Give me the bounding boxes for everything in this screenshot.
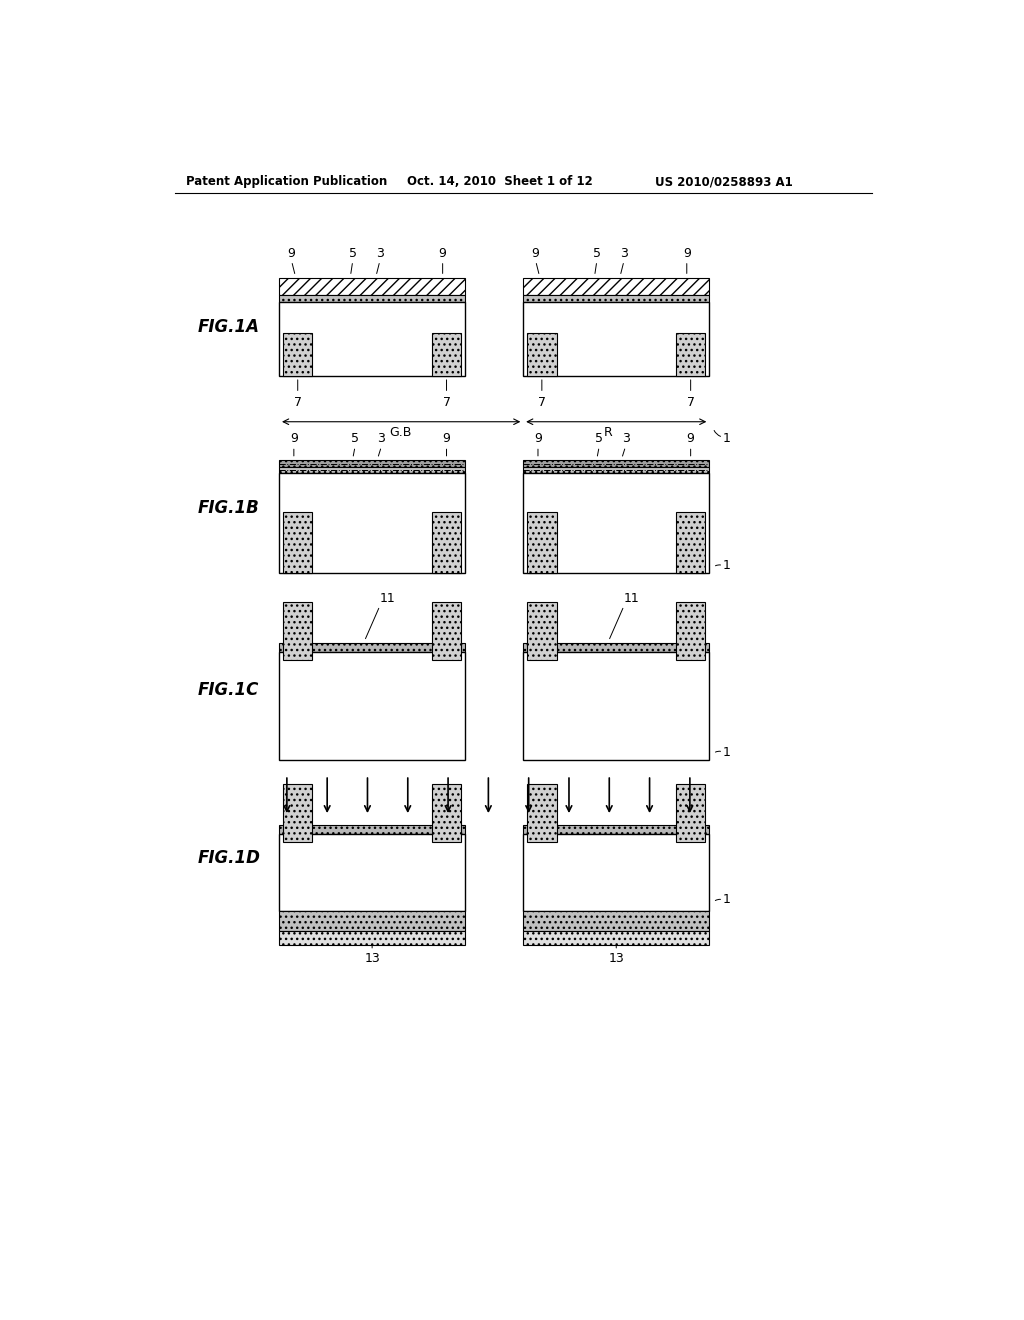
Text: 11: 11 [380,591,395,605]
Bar [280,294,465,302]
Text: 7: 7 [442,396,451,409]
Bar [280,302,465,376]
Text: Oct. 14, 2010  Sheet 1 of 12: Oct. 14, 2010 Sheet 1 of 12 [407,176,593,187]
Bar [523,911,710,931]
Text: 1: 1 [722,560,730,573]
Bar [280,467,465,474]
Bar [283,512,312,573]
Text: US 2010/0258893 A1: US 2010/0258893 A1 [655,176,793,187]
Text: 1: 1 [722,894,730,907]
Bar [432,602,461,660]
Text: 9: 9 [442,432,451,445]
Bar [523,277,710,294]
Text: 9: 9 [531,247,540,260]
Text: 9: 9 [438,247,446,260]
Bar [523,834,710,911]
Bar [283,784,312,842]
Bar [676,512,706,573]
Bar [523,467,710,474]
Bar [523,643,710,652]
Bar [527,602,557,660]
Text: 3: 3 [621,247,628,260]
Text: Patent Application Publication: Patent Application Publication [186,176,387,187]
Bar [280,834,465,911]
Text: 9: 9 [288,247,296,260]
Text: FIG.1B: FIG.1B [198,499,259,517]
Bar [280,474,465,573]
Bar [280,911,465,931]
Bar [527,333,557,376]
Text: 9: 9 [535,432,542,445]
Text: 1: 1 [722,746,730,759]
Text: 11: 11 [624,591,640,605]
Text: 5: 5 [349,247,356,260]
Bar [280,277,465,294]
Bar [523,825,710,834]
Text: FIG.1D: FIG.1D [198,849,261,866]
Text: 1: 1 [722,432,730,445]
Bar [523,652,710,760]
Text: 3: 3 [622,432,630,445]
Text: G.B: G.B [389,426,412,440]
Bar [432,333,461,376]
Text: 5: 5 [595,432,603,445]
Bar [280,643,465,652]
Bar [523,302,710,376]
Text: 7: 7 [687,396,694,409]
Text: 5: 5 [593,247,601,260]
Bar [280,461,465,467]
Text: 7: 7 [538,396,546,409]
Bar [676,602,706,660]
Bar [280,652,465,760]
Bar [432,784,461,842]
Bar [280,825,465,834]
Bar [527,512,557,573]
Text: 13: 13 [365,952,380,965]
Text: 9: 9 [687,432,694,445]
Text: 13: 13 [608,952,624,965]
Bar [527,784,557,842]
Bar [676,333,706,376]
Text: 7: 7 [294,396,302,409]
Text: 9: 9 [290,432,298,445]
Text: 3: 3 [376,247,384,260]
Bar [283,602,312,660]
Bar [523,474,710,573]
Bar [280,931,465,945]
Text: 5: 5 [351,432,359,445]
Text: FIG.1C: FIG.1C [198,681,259,700]
Bar [523,294,710,302]
Bar [676,784,706,842]
Bar [432,512,461,573]
Bar [283,333,312,376]
Bar [523,931,710,945]
Text: 3: 3 [378,432,385,445]
Text: FIG.1A: FIG.1A [198,318,260,337]
Text: 9: 9 [683,247,691,260]
Text: R: R [604,426,613,440]
Bar [523,461,710,467]
